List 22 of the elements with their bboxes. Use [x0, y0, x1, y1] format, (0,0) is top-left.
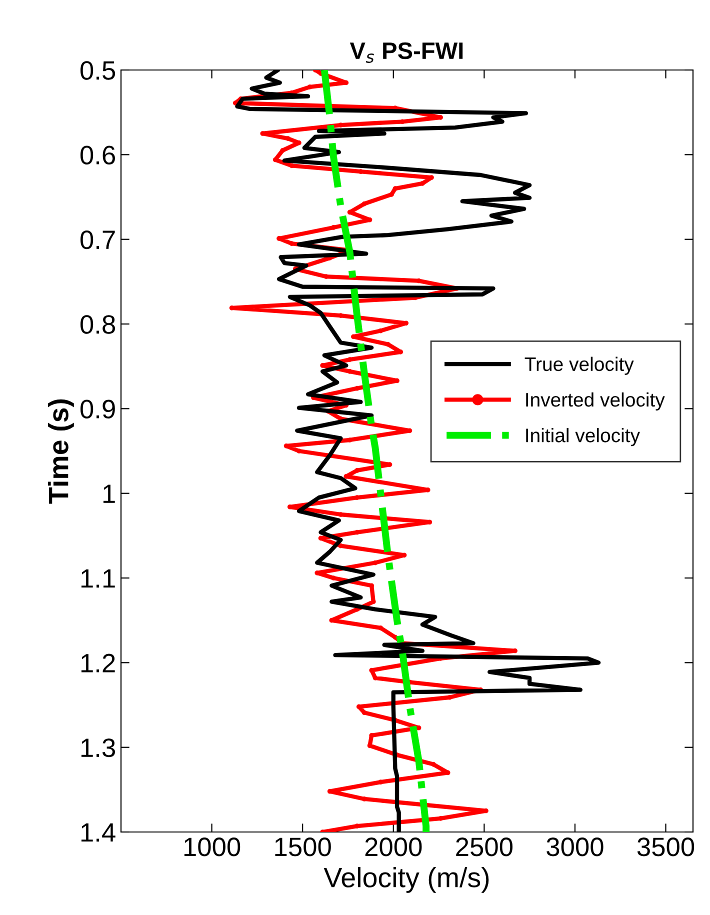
y-tick-label: 1.4: [81, 823, 116, 842]
x-tick-label: 1500: [275, 838, 331, 856]
legend-label: Initial velocity: [526, 428, 640, 446]
x-tick-label: 3000: [546, 838, 604, 856]
x-tick-label: 1000: [184, 838, 240, 856]
x-tick-label: 3500: [637, 838, 694, 856]
y-tick-label: 0.5: [80, 61, 116, 80]
legend-label: True velocity: [524, 356, 634, 375]
y-axis-title: Time (s): [48, 399, 74, 504]
y-tick-label: 1.1: [81, 569, 115, 588]
y-tick-label: 1.3: [81, 738, 115, 758]
x-tick-label: 2500: [456, 838, 512, 856]
y-tick-label: 0.8: [80, 315, 115, 334]
y-tick-label: 0.6: [80, 146, 115, 164]
x-tick-label: 2000: [365, 838, 422, 856]
y-tick-label: 0.9: [80, 400, 115, 418]
y-tick-label: 1: [103, 484, 115, 503]
chart-title: V$_{s}$ PS-FWI: [350, 42, 463, 63]
y-tick-label: 0.7: [80, 230, 115, 250]
y-tick-label: 1.2: [81, 654, 115, 672]
legend-label: Inverted velocity: [526, 392, 665, 411]
x-axis-title: Velocity (m/s): [324, 867, 489, 893]
